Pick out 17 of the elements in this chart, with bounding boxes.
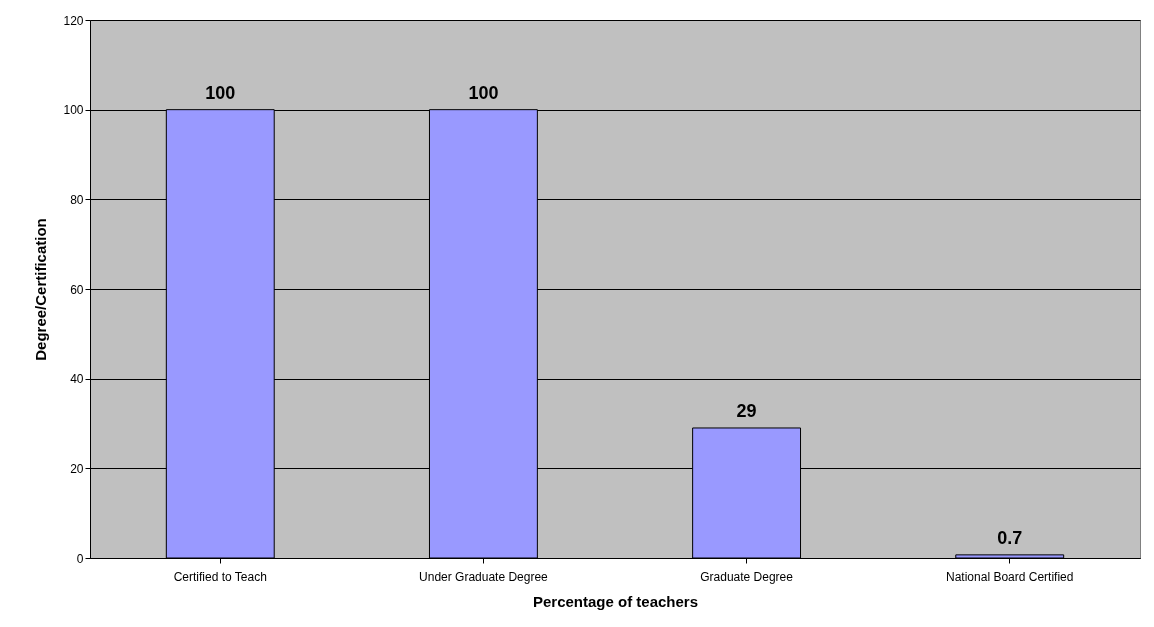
x-tick-label: Under Graduate Degree — [419, 569, 549, 584]
data-label: 100 — [468, 82, 499, 103]
data-label: 100 — [205, 82, 236, 103]
y-tick-label: 60 — [70, 282, 84, 297]
x-axis-title: Percentage of teachers — [532, 592, 699, 610]
x-tick-label: Graduate Degree — [700, 569, 794, 584]
y-tick-label: 120 — [63, 13, 84, 28]
y-tick-label: 40 — [70, 372, 84, 387]
y-tick-label: 80 — [70, 192, 84, 207]
y-tick-label: 100 — [63, 103, 84, 118]
x-tick-label: National Board Certified — [946, 569, 1074, 584]
x-tick-label: Certified to Teach — [173, 569, 267, 584]
y-tick-label: 0 — [76, 551, 84, 566]
data-label: 29 — [736, 400, 757, 421]
data-label: 0.7 — [997, 527, 1023, 548]
y-axis-title: Degree/Certification — [32, 218, 50, 361]
y-tick-label: 20 — [70, 461, 84, 476]
